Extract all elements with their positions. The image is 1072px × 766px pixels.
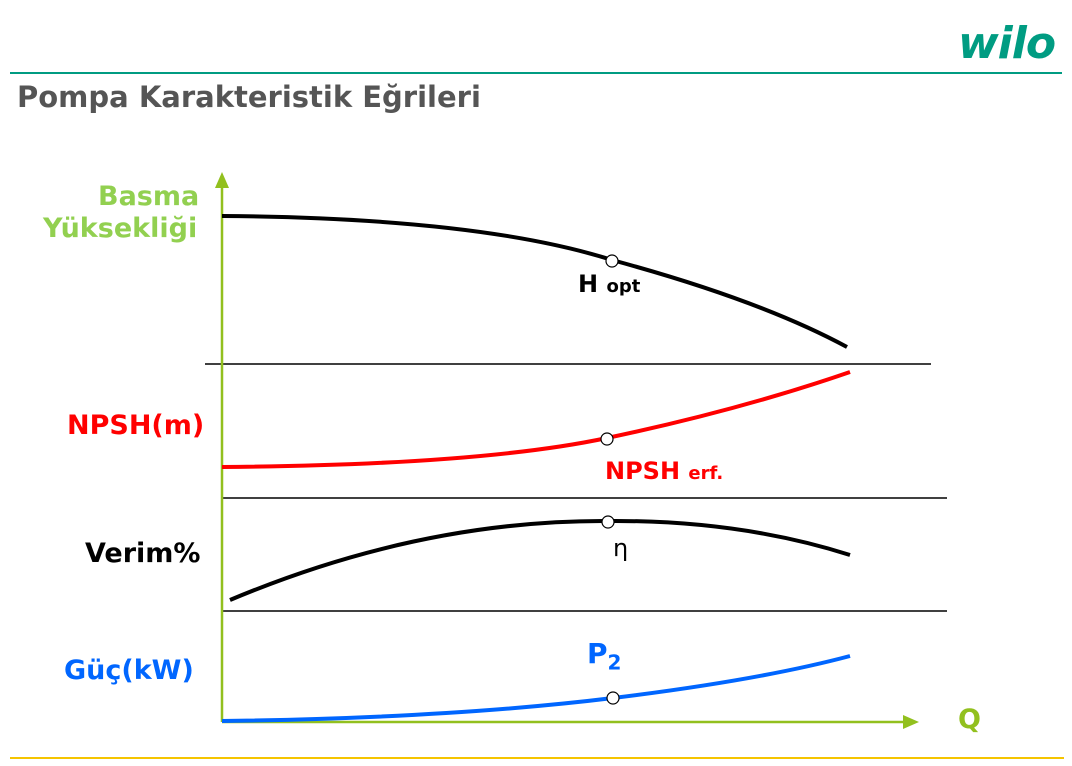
flow-axis-label: Q xyxy=(958,704,981,735)
power-curve-label-sub: 2 xyxy=(607,650,622,675)
npsh-curve xyxy=(221,370,851,469)
footer-divider xyxy=(10,757,1064,759)
head-optimum-point xyxy=(605,254,619,268)
arrow-right-icon xyxy=(903,715,919,729)
power-curve-label-main: P xyxy=(587,637,608,670)
head-curve-label-main: H xyxy=(578,270,599,298)
power-curve-label: P2 xyxy=(587,637,621,675)
efficiency-curve-label: η xyxy=(613,534,629,562)
npsh-curve-label: NPSH erf. xyxy=(605,457,723,485)
head-curve-label-sub: opt xyxy=(606,276,641,297)
wilo-logo: wilo xyxy=(958,18,1056,69)
header-divider xyxy=(10,72,1062,74)
efficiency-curve xyxy=(229,518,851,602)
npsh-curve-label-main: NPSH xyxy=(605,457,681,485)
npsh-axis-label: NPSH(m) xyxy=(67,410,205,441)
page-title: Pompa Karakteristik Eğrileri xyxy=(17,80,481,114)
head-axis-label-line1: Basma xyxy=(98,181,200,212)
power-curve xyxy=(221,654,851,723)
arrow-up-icon xyxy=(215,172,229,188)
head-axis-label-line2: Yüksekliği xyxy=(43,213,198,244)
efficiency-optimum-point xyxy=(601,515,615,529)
npsh-curve-label-sub: erf. xyxy=(688,463,724,484)
head-curve-label: H opt xyxy=(578,270,640,298)
power-axis-label: Güç(kW) xyxy=(64,655,194,686)
efficiency-axis-label: Verim% xyxy=(85,538,201,569)
npsh-optimum-point xyxy=(600,432,614,446)
power-optimum-point xyxy=(606,691,620,705)
head-curve xyxy=(221,214,848,349)
